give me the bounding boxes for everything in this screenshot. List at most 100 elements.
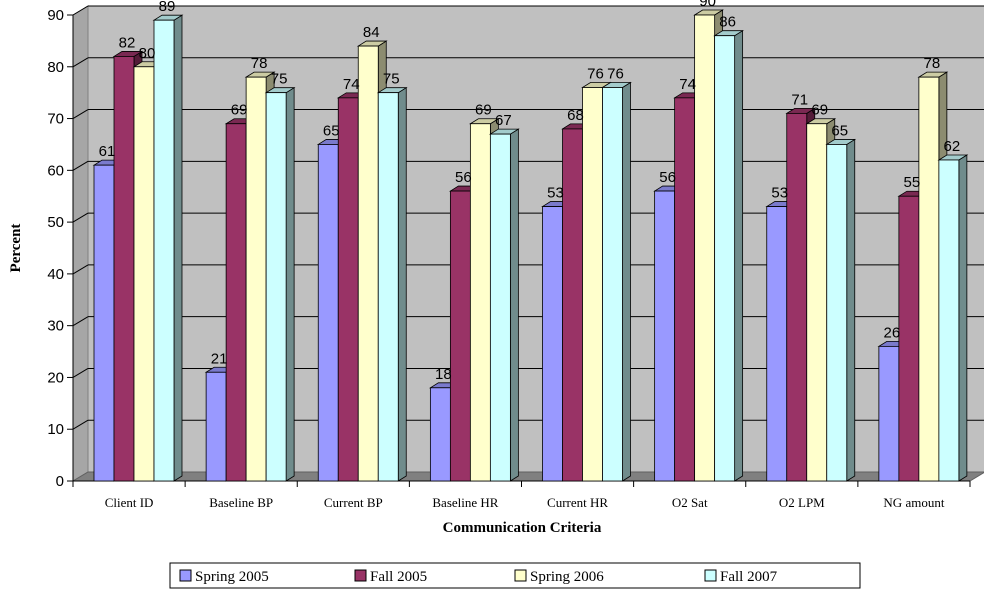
data-label-current-hr-fall-2005: 68 <box>567 107 584 124</box>
data-label-o2-lpm-fall-2007: 65 <box>831 122 848 139</box>
bar-current-bp-spring-2005 <box>317 144 339 482</box>
data-label-current-bp-fall-2007: 75 <box>383 71 400 88</box>
x-axis-title: Communication Criteria <box>443 520 602 536</box>
bar-baseline-bp-spring-2006 <box>245 76 267 482</box>
bar-baseline-hr-fall-2007-side <box>509 128 519 482</box>
bar-current-bp-fall-2007-side <box>397 86 407 482</box>
data-label-ng-amount-spring-2005: 26 <box>884 324 901 341</box>
x-tick-label-o2-lpm: O2 LPM <box>779 495 825 510</box>
legend-label-spring-2005: Spring 2005 <box>195 569 269 585</box>
bar-client-id-fall-2007 <box>153 19 175 482</box>
y-tick-label-30: 30 <box>47 318 64 335</box>
bar-client-id-spring-2006 <box>133 66 155 482</box>
gridline-side-30 <box>72 316 89 327</box>
y-tick-label-90: 90 <box>47 7 64 24</box>
data-label-current-bp-fall-2005: 74 <box>343 76 360 93</box>
bar-o2-sat-spring-2005 <box>654 190 676 482</box>
legend-swatch-fall-2005 <box>354 569 367 582</box>
data-label-ng-amount-fall-2005: 55 <box>904 174 921 191</box>
bar-o2-lpm-spring-2006 <box>806 123 828 482</box>
data-label-baseline-bp-fall-2007: 75 <box>271 71 288 88</box>
y-tick-label-60: 60 <box>47 162 64 179</box>
gridline-side-10 <box>72 419 89 430</box>
bar-current-hr-fall-2007 <box>602 87 623 482</box>
bar-current-hr-fall-2007-side <box>622 81 631 482</box>
data-label-o2-sat-spring-2005: 56 <box>659 169 676 186</box>
y-tick-label-70: 70 <box>47 111 64 128</box>
bar-current-bp-fall-2007 <box>377 92 399 482</box>
data-label-o2-sat-spring-2006: 90 <box>699 0 716 10</box>
data-label-client-id-fall-2005: 82 <box>119 34 136 51</box>
data-label-o2-sat-fall-2005: 74 <box>679 76 696 93</box>
x-tick-label-baseline-hr: Baseline HR <box>432 495 498 510</box>
data-label-client-id-spring-2006: 80 <box>139 45 156 62</box>
bar-baseline-hr-spring-2005 <box>429 387 451 482</box>
bar-baseline-bp-fall-2007-side <box>285 86 295 482</box>
data-label-o2-lpm-fall-2005: 71 <box>791 91 808 108</box>
legend-label-fall-2007: Fall 2007 <box>720 569 778 585</box>
bar-ng-amount-spring-2005 <box>878 345 900 482</box>
bar-o2-sat-fall-2005 <box>674 97 696 482</box>
data-label-ng-amount-spring-2006: 78 <box>924 55 941 72</box>
bar-baseline-hr-fall-2007 <box>489 133 511 482</box>
legend-swatch-fall-2007 <box>704 569 717 582</box>
data-label-current-bp-spring-2006: 84 <box>363 24 380 41</box>
bar-o2-lpm-fall-2005 <box>786 112 808 482</box>
data-label-baseline-hr-spring-2006: 69 <box>475 102 492 119</box>
gridline-side-50 <box>72 212 89 223</box>
legend-label-fall-2005: Fall 2005 <box>370 569 427 585</box>
x-tick-label-current-hr: Current HR <box>547 495 608 510</box>
gridline-side-20 <box>72 368 89 378</box>
bar-o2-lpm-fall-2007-side <box>846 138 856 482</box>
data-label-baseline-bp-spring-2005: 21 <box>211 350 228 367</box>
y-tick-label-50: 50 <box>47 214 64 231</box>
bar-ng-amount-fall-2007-side <box>958 154 968 482</box>
y-tick-label-20: 20 <box>47 369 64 386</box>
data-label-current-hr-fall-2007: 76 <box>607 65 624 82</box>
bar-baseline-hr-spring-2006 <box>469 123 491 482</box>
gridline-side-80 <box>72 57 89 68</box>
bar-baseline-bp-spring-2005 <box>205 371 227 482</box>
legend-label-spring-2006: Spring 2006 <box>530 569 604 585</box>
bar-client-id-fall-2005 <box>113 56 135 482</box>
data-label-current-hr-spring-2005: 53 <box>547 185 564 202</box>
data-label-current-hr-spring-2006: 76 <box>587 65 604 82</box>
data-label-ng-amount-fall-2007: 62 <box>944 138 961 155</box>
x-tick-label-o2-sat: O2 Sat <box>672 495 708 510</box>
bar-o2-sat-spring-2006 <box>694 14 716 482</box>
legend-swatch-spring-2005 <box>179 569 192 582</box>
bar-current-hr-spring-2006 <box>582 87 603 482</box>
data-label-baseline-hr-fall-2007: 67 <box>495 112 512 129</box>
gridline-side-40 <box>72 264 89 275</box>
bar-baseline-bp-fall-2007 <box>265 92 287 482</box>
bar-o2-sat-fall-2007-side <box>734 29 744 482</box>
data-label-client-id-fall-2007: 89 <box>159 0 176 15</box>
y-tick-label-0: 0 <box>56 473 64 490</box>
data-label-baseline-bp-fall-2005: 69 <box>231 102 248 119</box>
y-tick-label-10: 10 <box>47 421 64 438</box>
bar-current-bp-spring-2006 <box>357 45 379 482</box>
gridline-side-90 <box>72 5 89 16</box>
bar-client-id-spring-2005 <box>93 164 115 482</box>
data-label-o2-lpm-spring-2005: 53 <box>771 185 788 202</box>
bar-o2-lpm-spring-2005 <box>766 206 788 482</box>
data-label-client-id-spring-2005: 61 <box>99 143 116 160</box>
gridline-side-60 <box>72 160 89 171</box>
bar-ng-amount-fall-2007 <box>938 159 960 482</box>
bar-current-hr-fall-2005 <box>562 128 583 482</box>
bar-current-hr-spring-2005 <box>542 206 563 482</box>
data-label-baseline-hr-spring-2005: 18 <box>435 366 452 383</box>
x-tick-label-current-bp: Current BP <box>324 495 383 510</box>
bars <box>92 9 969 482</box>
x-tick-label-client-id: Client ID <box>105 495 154 510</box>
bar-o2-lpm-fall-2007 <box>826 144 848 482</box>
bar-client-id-fall-2007-side <box>173 14 183 482</box>
axes: 0 10 20 30 40 50 60 70 80 90 Client ID Baseline BP C… <box>47 7 971 510</box>
legend: Spring 2005 Fall 2005 Spring 2006 Fall 2007 <box>169 562 861 589</box>
data-label-baseline-hr-fall-2005: 56 <box>455 169 472 186</box>
data-label-o2-lpm-spring-2006: 69 <box>811 102 828 119</box>
side-wall <box>72 5 89 482</box>
y-tick-label-80: 80 <box>47 59 64 76</box>
x-tick-label-ng-amount: NG amount <box>883 495 944 510</box>
